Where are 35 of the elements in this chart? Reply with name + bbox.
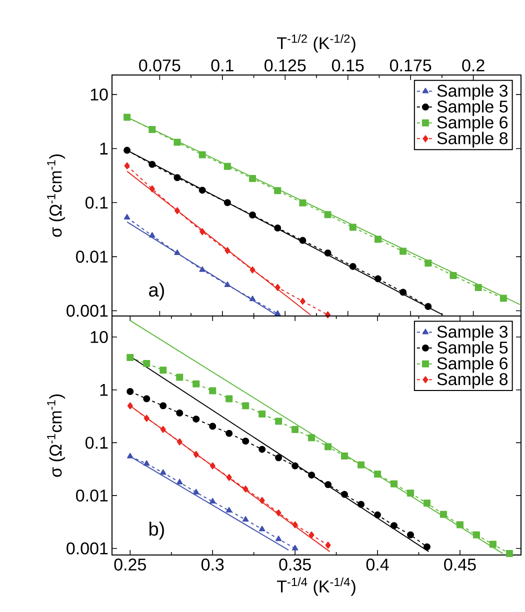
- legend-label: Sample 6: [437, 356, 508, 373]
- y-tick-label: 0.001: [66, 542, 108, 554]
- x-tick-label: 0.25: [114, 558, 146, 571]
- x-tick-label: 0.1: [211, 59, 234, 72]
- x-tick-label: 0.2: [462, 59, 484, 72]
- y-tick-label: 10: [90, 331, 108, 344]
- x-tick-label: 0.175: [390, 59, 432, 72]
- x-tick-label: 0.125: [264, 59, 306, 72]
- y-tick-label: 1: [100, 384, 108, 396]
- x-tick-label: 0.35: [279, 558, 311, 571]
- y-tick-label: 1: [100, 142, 108, 154]
- x-tick-label: 0.075: [139, 59, 180, 72]
- annotation: a): [149, 282, 164, 300]
- x-tick-label: 0.45: [444, 558, 476, 571]
- x-tick-label: 0.15: [332, 59, 364, 72]
- y-tick-label: 0.001: [66, 304, 108, 317]
- legend-label: Sample 3: [437, 84, 508, 100]
- y-axis-title: σ (Ω$^{-1}$cm$^{-1}$): [47, 154, 66, 237]
- x-tick-label: 0.3: [201, 558, 224, 571]
- x-tick-label: 0.4: [366, 558, 389, 571]
- x-axis-title: T$^{-1/4}$ (K$^{-1/4}$): [276, 577, 356, 596]
- y-tick-label: 0.01: [76, 250, 108, 263]
- y-axis-title: σ (Ω$^{-1}$cm$^{-1}$): [47, 394, 66, 477]
- legend-label: Sample 3: [437, 325, 508, 342]
- y-tick-label: 10: [90, 88, 108, 101]
- y-tick-label: 0.1: [85, 436, 108, 449]
- annotation: b): [149, 522, 164, 540]
- legend-label: Sample 5: [437, 100, 508, 116]
- legend-label: Sample 5: [437, 341, 508, 357]
- x-axis-title: T$^{-1/2}$ (K$^{-1/2}$): [276, 34, 356, 53]
- y-tick-label: 0.1: [85, 196, 108, 209]
- legend-label: Sample 8: [437, 372, 508, 389]
- legend-label: Sample 8: [437, 132, 508, 148]
- legend-label: Sample 6: [437, 116, 508, 132]
- y-tick-label: 0.01: [76, 490, 108, 502]
